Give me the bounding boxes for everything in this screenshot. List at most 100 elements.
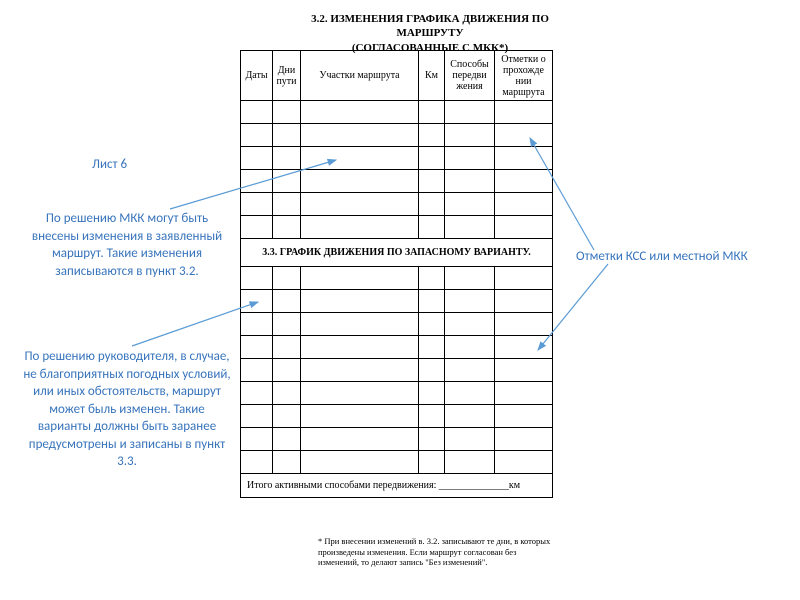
table-cell — [301, 101, 419, 124]
table-cell — [301, 267, 419, 290]
table-cell — [419, 170, 445, 193]
table-cell — [495, 428, 553, 451]
table-cell — [273, 216, 301, 239]
table-cell — [495, 193, 553, 216]
table-cell — [241, 382, 273, 405]
table-cell — [495, 124, 553, 147]
table-cell — [495, 267, 553, 290]
table-cell — [301, 147, 419, 170]
section-3-3-header: 3.3. ГРАФИК ДВИЖЕНИЯ ПО ЗАПАСНОМУ ВАРИАН… — [241, 239, 553, 267]
table-cell — [495, 216, 553, 239]
title-line1: 3.2. ИЗМЕНЕНИЯ ГРАФИКА ДВИЖЕНИЯ ПО МАРШР… — [311, 13, 549, 39]
table-cell — [241, 451, 273, 474]
table-cell — [445, 101, 495, 124]
table-cell — [419, 101, 445, 124]
annotation-3: Отметки КСС или местной МКК — [576, 248, 786, 266]
table-cell — [301, 428, 419, 451]
table-cell — [419, 451, 445, 474]
table-cell — [273, 428, 301, 451]
annotation-1: По решению МКК могут быть внесены измене… — [22, 210, 232, 280]
table-body: 3.3. ГРАФИК ДВИЖЕНИЯ ПО ЗАПАСНОМУ ВАРИАН… — [241, 101, 553, 498]
table-cell — [273, 313, 301, 336]
table-cell — [273, 382, 301, 405]
table-cell — [241, 428, 273, 451]
table-cell — [419, 267, 445, 290]
annotation-2: По решению руководителя, в случае, не бл… — [22, 348, 232, 471]
table-cell — [301, 451, 419, 474]
table-row — [241, 290, 553, 313]
table-cell — [273, 336, 301, 359]
table-cell — [241, 101, 273, 124]
table-cell — [495, 290, 553, 313]
table-cell — [301, 290, 419, 313]
table-cell — [301, 124, 419, 147]
table-cell — [419, 193, 445, 216]
table-cell — [419, 382, 445, 405]
table-cell — [273, 124, 301, 147]
col-days: Дни пути — [273, 51, 301, 101]
table-row — [241, 313, 553, 336]
table-cell — [301, 405, 419, 428]
table-cell — [495, 451, 553, 474]
table-cell — [419, 359, 445, 382]
col-dates: Даты — [241, 51, 273, 101]
table-cell — [273, 147, 301, 170]
table-row — [241, 451, 553, 474]
table-cell — [495, 359, 553, 382]
table-cell — [495, 170, 553, 193]
table-row — [241, 193, 553, 216]
table-cell — [419, 428, 445, 451]
header-row: Даты Дни пути Участки маршрута Км Способ… — [241, 51, 553, 101]
footer-text: Итого активными способами передвижения: … — [241, 474, 553, 498]
section-3-3-title: 3.3. ГРАФИК ДВИЖЕНИЯ ПО ЗАПАСНОМУ ВАРИАН… — [241, 239, 553, 267]
table-cell — [419, 290, 445, 313]
table-cell — [445, 336, 495, 359]
table-cell — [273, 170, 301, 193]
col-km: Км — [419, 51, 445, 101]
table-cell — [495, 405, 553, 428]
table-cell — [419, 147, 445, 170]
table-row — [241, 428, 553, 451]
table-cell — [273, 405, 301, 428]
table-cell — [445, 382, 495, 405]
table-cell — [445, 193, 495, 216]
table-cell — [445, 124, 495, 147]
table-cell — [241, 313, 273, 336]
table-cell — [495, 147, 553, 170]
table-cell — [241, 124, 273, 147]
table-cell — [419, 313, 445, 336]
table-cell — [495, 313, 553, 336]
table-cell — [241, 359, 273, 382]
sheet-label: Лист 6 — [92, 156, 127, 174]
table-row — [241, 359, 553, 382]
table-row — [241, 405, 553, 428]
table-cell — [445, 290, 495, 313]
table-cell — [419, 405, 445, 428]
table-cell — [241, 193, 273, 216]
table-cell — [241, 267, 273, 290]
table-cell — [273, 290, 301, 313]
table-cell — [301, 216, 419, 239]
table-cell — [301, 193, 419, 216]
col-marks: Отметки о прохожде нии маршрута — [495, 51, 553, 101]
table-cell — [445, 170, 495, 193]
table-cell — [301, 359, 419, 382]
table-cell — [241, 336, 273, 359]
table-cell — [301, 382, 419, 405]
table-cell — [241, 216, 273, 239]
table-cell — [445, 216, 495, 239]
table-row — [241, 147, 553, 170]
table-cell — [445, 313, 495, 336]
col-ways: Способы передви жения — [445, 51, 495, 101]
table-cell — [273, 101, 301, 124]
table-cell — [445, 267, 495, 290]
table-cell — [495, 382, 553, 405]
table-cell — [495, 101, 553, 124]
col-route: Участки маршрута — [301, 51, 419, 101]
table-cell — [301, 170, 419, 193]
table-cell — [273, 193, 301, 216]
table-cell — [241, 170, 273, 193]
route-form-table: Даты Дни пути Участки маршрута Км Способ… — [240, 50, 553, 498]
table-cell — [445, 359, 495, 382]
table-cell — [419, 216, 445, 239]
